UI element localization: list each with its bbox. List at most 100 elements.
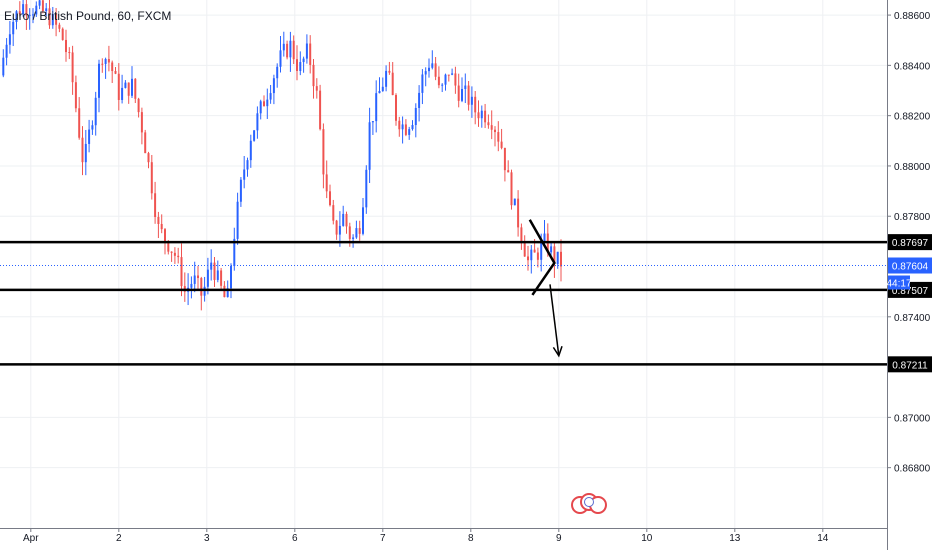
candle-body <box>68 52 71 54</box>
candle-body <box>12 21 15 35</box>
candle-body <box>243 169 246 180</box>
candle-body <box>134 78 137 99</box>
candle-body <box>560 251 562 267</box>
candle-body <box>352 237 355 239</box>
x-axis-tick-label: 7 <box>380 533 386 544</box>
x-axis-tick-label: 10 <box>641 533 653 544</box>
candle-body <box>45 8 48 11</box>
candle-body <box>368 122 371 170</box>
candle-body <box>203 286 206 296</box>
countdown-label-bg <box>888 275 910 290</box>
candle-body <box>140 112 143 133</box>
candle-body <box>35 5 38 15</box>
candle-body <box>58 24 61 29</box>
candle-body <box>451 73 454 75</box>
candle-body <box>335 220 338 235</box>
candle-body <box>131 78 133 96</box>
candle-body <box>424 71 427 75</box>
candle-body <box>190 283 193 288</box>
candle-body <box>418 92 421 108</box>
candle-body <box>523 242 526 257</box>
candle-body <box>230 266 232 289</box>
candle-body <box>461 88 463 101</box>
candle-body <box>263 101 265 107</box>
y-axis-tick-label: 0.88000 <box>894 162 931 173</box>
candle-body <box>315 86 318 91</box>
candle-body <box>121 87 124 100</box>
candle-body <box>500 141 503 148</box>
candle-body <box>88 129 91 144</box>
candle-body <box>494 129 496 133</box>
x-axis-tick-label: 3 <box>204 533 210 544</box>
level-price-label: 0.87507 <box>892 286 929 297</box>
candle-body <box>259 101 262 114</box>
triangle-pattern-drawing[interactable] <box>528 219 556 296</box>
chart-title: Euro / British Pound, 60, FXCM <box>4 9 172 23</box>
candle-body <box>18 11 21 15</box>
candle-body <box>197 275 199 279</box>
candle-body <box>398 120 401 130</box>
candle-body <box>61 28 64 40</box>
candle-body <box>266 99 269 107</box>
level-price-label: 0.87697 <box>892 238 929 249</box>
candle-body <box>157 217 160 224</box>
candle-body <box>164 229 166 242</box>
candle-body <box>107 59 110 63</box>
x-axis-tick-label: 6 <box>292 533 298 544</box>
candle-body <box>210 262 213 270</box>
candle-body <box>282 43 285 51</box>
candle-body <box>437 76 440 86</box>
candle-body <box>246 160 249 170</box>
target-arrow-line[interactable] <box>549 284 560 356</box>
candle-body <box>170 251 173 253</box>
candle-body <box>299 62 302 71</box>
candle-body <box>78 108 81 138</box>
candle-body <box>104 59 107 64</box>
candle-body <box>206 269 209 287</box>
candle-body <box>421 74 424 93</box>
x-axis-tick-label: 13 <box>729 533 741 544</box>
candle-body <box>173 252 176 256</box>
candle-body <box>289 40 292 58</box>
candle-body <box>74 82 77 109</box>
candle-body <box>137 98 140 113</box>
candle-body <box>474 96 477 113</box>
y-axis-tick-label: 0.88200 <box>894 112 931 123</box>
x-axis-tick-label: Apr <box>23 533 39 544</box>
candle-body <box>91 125 94 130</box>
candle-body <box>167 241 170 252</box>
candle-body <box>147 153 150 163</box>
candle-body <box>216 270 219 280</box>
candle-body <box>345 213 348 227</box>
candle-body <box>233 238 236 267</box>
candle-body <box>388 70 391 73</box>
candle-body <box>226 288 229 298</box>
candle-body <box>527 256 529 261</box>
candle-body <box>256 113 259 131</box>
candle-body <box>276 66 279 79</box>
candle-body <box>144 132 147 154</box>
candle-body <box>2 57 5 76</box>
candle-body <box>550 246 553 253</box>
candle-body <box>391 72 394 96</box>
candle-body <box>302 58 305 63</box>
candle-body <box>381 86 384 91</box>
candle-body <box>253 130 256 141</box>
candle-body <box>553 246 556 265</box>
x-axis-tick-label: 9 <box>556 533 562 544</box>
candle-body <box>296 59 298 71</box>
candle-body <box>325 174 328 192</box>
candle-body <box>543 233 546 243</box>
event-badges-icon[interactable] <box>571 491 607 519</box>
level-price-label-bg <box>888 234 932 251</box>
candle-body <box>286 43 289 58</box>
candle-body <box>15 11 18 22</box>
candle-body <box>239 179 242 202</box>
plot-area[interactable] <box>0 0 887 528</box>
current-price-label: 0.87604 <box>892 262 929 273</box>
candle-body <box>414 107 417 126</box>
candle-body <box>28 14 31 16</box>
candle-body <box>32 14 34 16</box>
